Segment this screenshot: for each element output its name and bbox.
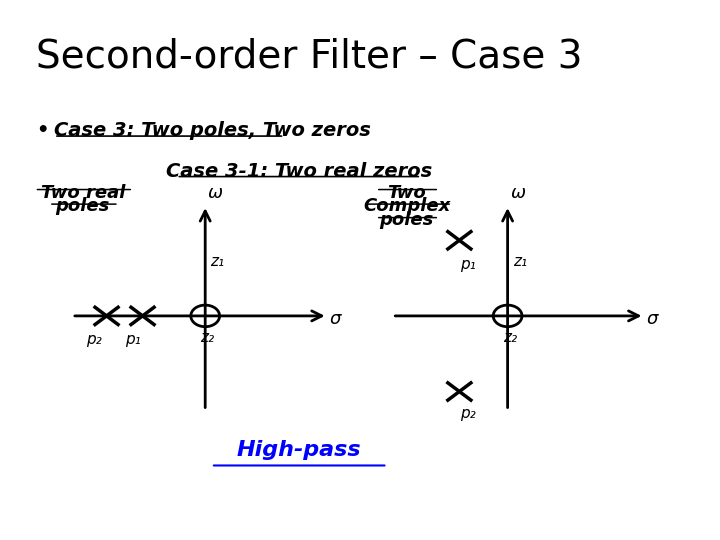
Text: ω: ω xyxy=(208,184,223,202)
Text: Case 3: Two poles, Two zeros: Case 3: Two poles, Two zeros xyxy=(54,122,371,140)
Text: poles: poles xyxy=(55,197,110,215)
Text: Two: Two xyxy=(387,184,426,201)
Text: σ: σ xyxy=(647,309,658,328)
Text: High-pass: High-pass xyxy=(236,440,361,460)
Text: p₁: p₁ xyxy=(460,256,476,272)
Text: poles: poles xyxy=(379,211,434,228)
Text: Second-order Filter – Case 3: Second-order Filter – Case 3 xyxy=(36,38,582,76)
Text: ω: ω xyxy=(510,184,526,202)
Text: z₂: z₂ xyxy=(200,330,215,346)
Text: z₂: z₂ xyxy=(503,330,517,346)
Text: Two real: Two real xyxy=(40,184,125,201)
Text: z₁: z₁ xyxy=(210,254,225,269)
Text: p₂: p₂ xyxy=(86,332,102,347)
Text: Complex: Complex xyxy=(363,197,451,215)
Text: p₁: p₁ xyxy=(125,332,141,347)
Text: p₂: p₂ xyxy=(460,406,476,421)
Text: •: • xyxy=(36,122,48,140)
Text: σ: σ xyxy=(330,309,341,328)
Text: Case 3-1: Two real zeros: Case 3-1: Two real zeros xyxy=(166,162,432,181)
Text: z₁: z₁ xyxy=(513,254,527,269)
